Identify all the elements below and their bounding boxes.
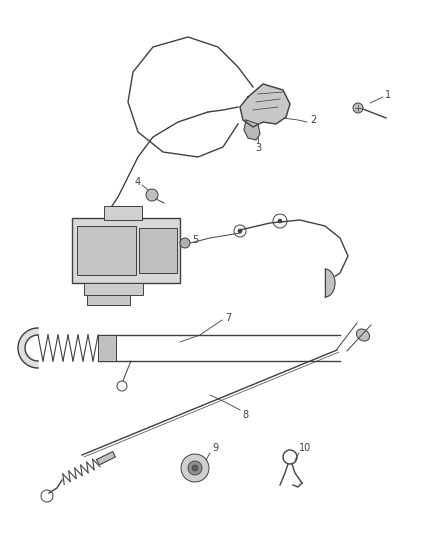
Polygon shape bbox=[244, 120, 260, 140]
Bar bbox=[84, 283, 143, 295]
Bar bbox=[139, 228, 177, 273]
Text: 7: 7 bbox=[225, 313, 231, 323]
Text: 4: 4 bbox=[135, 177, 141, 187]
Circle shape bbox=[180, 238, 190, 248]
Circle shape bbox=[181, 454, 209, 482]
Text: 5: 5 bbox=[192, 235, 198, 245]
Polygon shape bbox=[18, 328, 38, 368]
Text: 8: 8 bbox=[242, 410, 248, 420]
Bar bbox=[98, 335, 116, 361]
Polygon shape bbox=[325, 269, 335, 297]
Text: 10: 10 bbox=[299, 443, 311, 453]
Text: 3: 3 bbox=[255, 143, 261, 153]
Ellipse shape bbox=[357, 329, 370, 341]
Circle shape bbox=[353, 103, 363, 113]
Text: 6: 6 bbox=[167, 263, 173, 273]
Polygon shape bbox=[240, 84, 290, 127]
Circle shape bbox=[188, 461, 202, 475]
Circle shape bbox=[238, 229, 242, 233]
Text: 2: 2 bbox=[310, 115, 316, 125]
Bar bbox=[72, 218, 180, 283]
Bar bbox=[77, 226, 136, 275]
Circle shape bbox=[278, 219, 282, 223]
Polygon shape bbox=[96, 451, 115, 465]
Text: 9: 9 bbox=[212, 443, 218, 453]
Text: 1: 1 bbox=[385, 90, 391, 100]
Circle shape bbox=[192, 465, 198, 471]
Bar bbox=[104, 206, 142, 220]
Circle shape bbox=[146, 189, 158, 201]
Bar bbox=[87, 295, 130, 305]
